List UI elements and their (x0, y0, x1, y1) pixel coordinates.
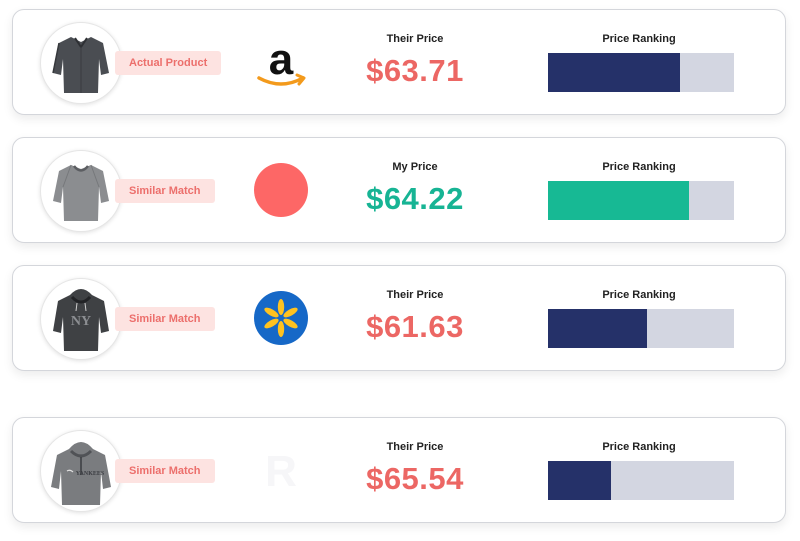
amazon-logo-icon: a (253, 34, 309, 90)
gray-half-zip-hoodie-icon: YANKEES (51, 442, 111, 505)
black-yankees-hoodie-icon: NY (53, 289, 109, 351)
price-ranking-bar (548, 53, 734, 92)
price-ranking-fill (548, 53, 681, 92)
price-label: Their Price (386, 441, 444, 453)
product-row-card[interactable]: Similar Match My Price $64.22 Price Rank… (12, 137, 786, 243)
price-ranking-label: Price Ranking (602, 161, 676, 173)
price-ranking-bar (548, 309, 734, 348)
match-type-badge: Similar Match (115, 179, 215, 203)
match-type-badge: Similar Match (115, 459, 215, 483)
walmart-logo-icon (253, 290, 309, 346)
svg-text:a: a (269, 35, 294, 84)
price-ranking-fill (548, 461, 612, 500)
match-type-badge: Actual Product (115, 51, 222, 75)
product-thumbnail[interactable] (40, 22, 122, 104)
svg-text:R: R (265, 447, 297, 496)
product-thumbnail[interactable]: NY (40, 278, 122, 360)
gray-raglan-shirt-icon (53, 164, 109, 221)
price-ranking-fill (548, 181, 690, 220)
product-row-card[interactable]: NY Similar Match Their Price $61.63 P (12, 265, 786, 371)
product-row-card[interactable]: YANKEES Similar Match R Their Price $65.… (12, 417, 786, 523)
price-label: My Price (392, 161, 438, 173)
product-thumbnail[interactable] (40, 150, 122, 232)
price-value: $63.71 (366, 53, 464, 88)
price-ranking-bar (548, 461, 734, 500)
match-type-badge: Similar Match (115, 307, 215, 331)
price-label: Their Price (386, 289, 444, 301)
price-ranking-label: Price Ranking (602, 289, 676, 301)
price-value: $65.54 (366, 461, 464, 496)
price-ranking-bar (548, 181, 734, 220)
price-value: $61.63 (366, 309, 464, 344)
svg-text:YANKEES: YANKEES (76, 471, 105, 477)
svg-text:NY: NY (71, 314, 91, 329)
my-store-circle-icon (253, 162, 309, 218)
price-ranking-label: Price Ranking (602, 441, 676, 453)
price-ranking-label: Price Ranking (602, 33, 676, 45)
price-value: $64.22 (366, 181, 464, 216)
price-ranking-fill (548, 309, 647, 348)
dark-gray-baseball-shirt-icon (52, 37, 109, 93)
price-label: Their Price (386, 33, 444, 45)
faded-r-logo-icon: R (253, 442, 309, 498)
product-row-card[interactable]: Actual Product a Their Price $63.71 Pric… (12, 9, 786, 115)
product-thumbnail[interactable]: YANKEES (40, 430, 122, 512)
